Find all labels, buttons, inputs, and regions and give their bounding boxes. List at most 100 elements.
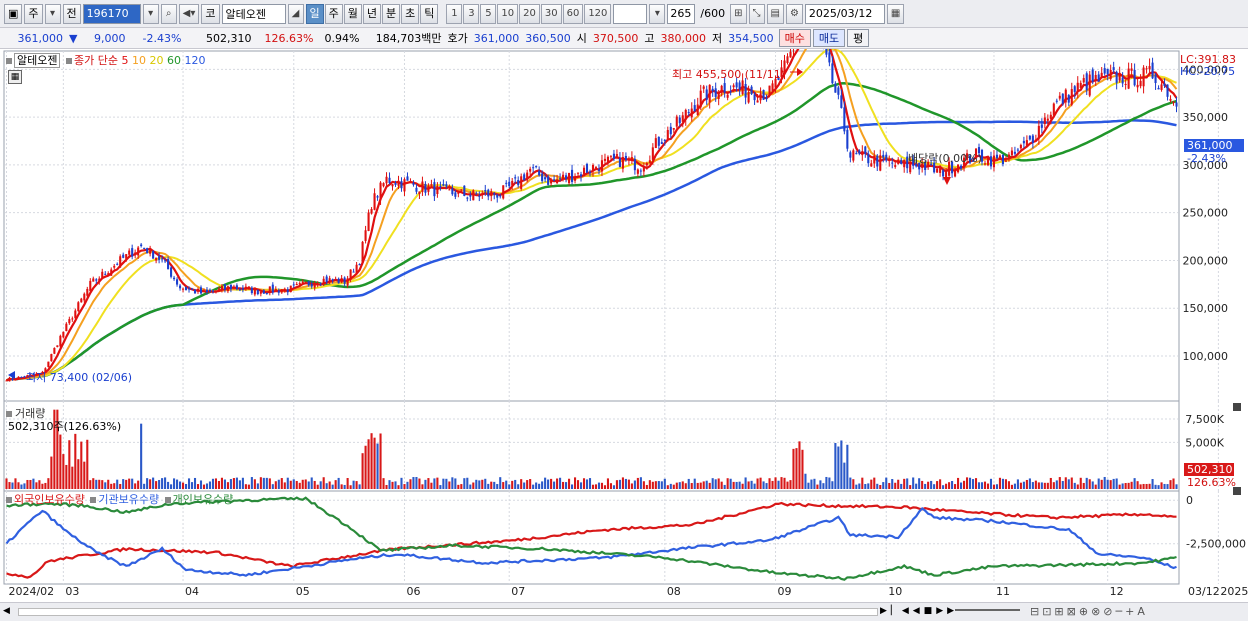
- interval-button[interactable]: 20: [519, 3, 540, 24]
- candle-body: [1019, 144, 1022, 149]
- interval-button[interactable]: 120: [584, 3, 612, 24]
- candle-body: [711, 88, 714, 92]
- volume-bar: [92, 478, 95, 489]
- legend-ma10: 10: [131, 54, 146, 67]
- volume-bar: [271, 484, 274, 489]
- timeframe-button[interactable]: 주: [324, 3, 343, 24]
- candle-body: [1166, 84, 1169, 97]
- volume-bar: [400, 477, 403, 489]
- candle-body: [971, 160, 975, 162]
- candle-body: [1157, 87, 1160, 90]
- grid-toggle-icon[interactable]: ▦: [8, 70, 22, 84]
- volume-bar: [600, 482, 604, 489]
- playback-controls-icon[interactable]: ▶▏◀◀■▶▶: [880, 606, 959, 616]
- zoom-slider[interactable]: [955, 609, 1020, 611]
- candle-body: [280, 290, 283, 293]
- candle-body: [544, 177, 547, 180]
- candle-body: [250, 287, 253, 294]
- chart-canvas[interactable]: 100,000 150,000 200,000 250,000 300,000 350,0…: [0, 49, 1248, 621]
- candle-body: [1061, 93, 1064, 104]
- save-icon[interactable]: ▤: [766, 3, 784, 24]
- timeframe-button[interactable]: 일: [305, 3, 324, 24]
- timeframe-button[interactable]: 월: [343, 3, 362, 24]
- candle-body: [83, 293, 86, 301]
- sell-button[interactable]: 매도: [812, 29, 846, 47]
- volume-bar: [559, 477, 562, 489]
- candle-body: [1109, 70, 1112, 80]
- candle-body: [741, 80, 744, 94]
- period-button[interactable]: 주: [24, 3, 43, 24]
- buy-button[interactable]: 매수: [778, 29, 811, 47]
- volume-bar: [962, 480, 966, 489]
- candle-body: [834, 83, 837, 93]
- current-pct-tag: -2.43%: [1187, 152, 1226, 165]
- stock-code-input[interactable]: 196170: [82, 3, 141, 24]
- volume-bar: [870, 479, 873, 489]
- timeframe-button[interactable]: 년: [362, 3, 381, 24]
- custom-interval-input[interactable]: [613, 3, 648, 24]
- crosshair-icon[interactable]: ⤡: [748, 3, 765, 24]
- volume-bar: [286, 477, 289, 489]
- chevron-down-icon[interactable]: ▾: [44, 3, 61, 24]
- y-tick-label: 100,000: [1183, 350, 1229, 363]
- eval-button[interactable]: 평: [847, 29, 870, 47]
- volume-bar: [1061, 481, 1064, 489]
- interval-group: 1 3 5 10 20 30 60 120: [446, 3, 612, 24]
- scroll-bar[interactable]: ◀ ▶▏◀◀■▶▶ ⊟⊡⊞⊠⊕⊗⊘─+A: [0, 602, 1248, 621]
- date-input[interactable]: 2025/03/12: [804, 3, 885, 24]
- volume-bar: [71, 466, 74, 489]
- candle-body: [912, 158, 915, 166]
- interval-button[interactable]: 60: [562, 3, 584, 24]
- volume-bar: [352, 480, 355, 489]
- volume-bar: [912, 477, 915, 489]
- candle-body: [840, 95, 843, 108]
- volume-bar: [621, 477, 624, 489]
- x-tick-label: 12: [1110, 585, 1124, 598]
- interval-button[interactable]: 5: [480, 3, 497, 24]
- hc-label: HC:-20.75: [1180, 65, 1236, 78]
- interval-button[interactable]: 3: [463, 3, 480, 24]
- volume-bar: [122, 479, 125, 489]
- volume-bar: [1130, 481, 1133, 489]
- timeframe-button[interactable]: 틱: [420, 3, 439, 24]
- candle-body: [418, 191, 421, 195]
- candle-body: [487, 189, 490, 197]
- interval-button[interactable]: 10: [497, 3, 519, 24]
- candle-body: [1034, 139, 1037, 141]
- layout-icon[interactable]: ▣: [4, 3, 23, 24]
- tool-icons[interactable]: ⊟⊡⊞⊠⊕⊗⊘─+A: [1030, 605, 1148, 618]
- volume-bar: [403, 484, 406, 489]
- gear-icon[interactable]: ⚙: [785, 3, 803, 24]
- candle-body: [885, 154, 888, 161]
- candle-body: [442, 184, 445, 186]
- volume-bar: [696, 482, 699, 489]
- market-button[interactable]: 코: [201, 3, 220, 24]
- stock-name-field[interactable]: 알테오젠: [221, 3, 286, 24]
- resize-icon[interactable]: ◢: [287, 3, 304, 24]
- chevron-down-icon[interactable]: ▾: [142, 3, 159, 24]
- timeframe-button[interactable]: 분: [382, 3, 401, 24]
- interval-button[interactable]: 1: [446, 3, 463, 24]
- interval-button[interactable]: 30: [540, 3, 562, 24]
- zoom-icon[interactable]: ⊞: [730, 3, 747, 24]
- scroll-track[interactable]: [18, 608, 878, 616]
- volume-bar: [795, 448, 798, 489]
- prev-button[interactable]: 전: [62, 3, 81, 24]
- candle-body: [116, 263, 119, 265]
- search-icon[interactable]: ⌕: [160, 3, 177, 24]
- chevron-down-icon[interactable]: ▾: [649, 3, 666, 24]
- candle-body: [241, 288, 244, 290]
- candle-body: [361, 241, 364, 264]
- candle-body: [759, 93, 762, 101]
- candle-body: [651, 147, 654, 160]
- speaker-icon[interactable]: ◀▾: [178, 3, 200, 24]
- timeframe-button[interactable]: 초: [401, 3, 420, 24]
- calendar-icon[interactable]: ▦: [886, 3, 905, 24]
- volume-bar: [358, 484, 361, 489]
- scroll-left-icon[interactable]: ◀: [3, 606, 10, 616]
- candle-body: [957, 164, 960, 173]
- candle-body: [1127, 68, 1130, 89]
- candle-body: [693, 105, 696, 112]
- candle-body: [508, 181, 511, 187]
- count-input[interactable]: 265: [667, 3, 696, 24]
